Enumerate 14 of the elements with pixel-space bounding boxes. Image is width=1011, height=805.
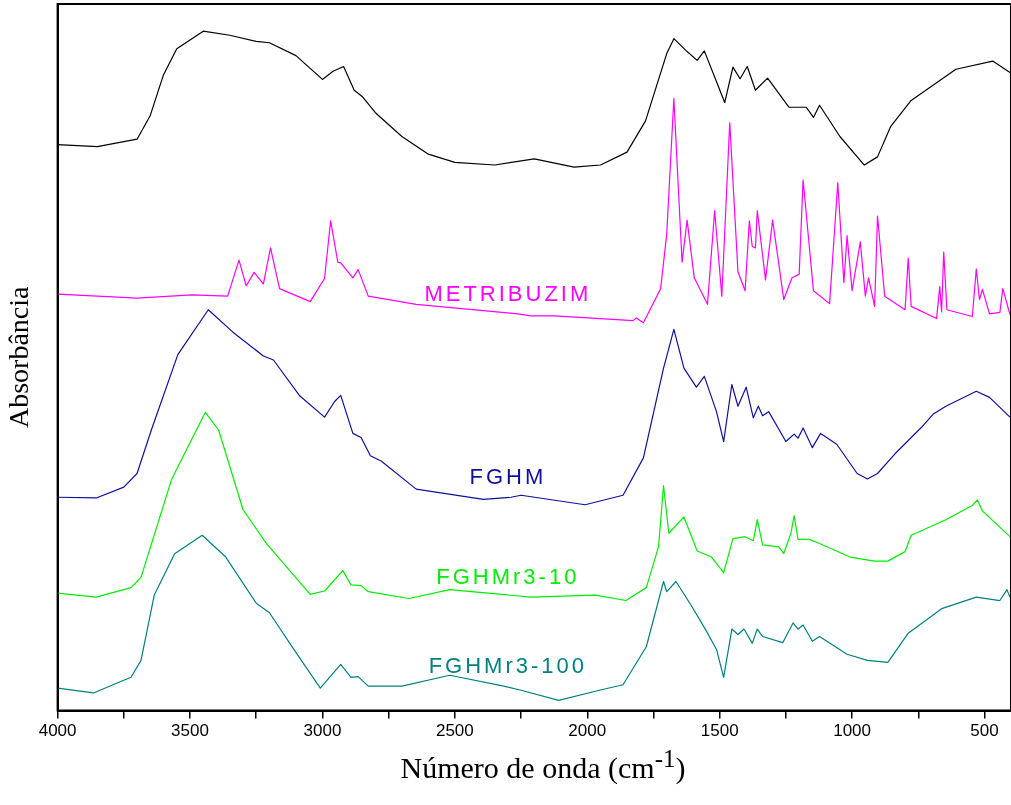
x-tick-label: 4000 bbox=[38, 721, 77, 741]
x-tick-label: 2000 bbox=[568, 721, 607, 741]
series-label: FGHMr3-10 bbox=[436, 564, 580, 590]
x-tick-label: 1000 bbox=[833, 721, 872, 741]
x-axis-title: Número de onda (cm$^{-1}$) bbox=[399, 745, 687, 785]
series-label: METRIBUZIM bbox=[424, 280, 592, 306]
x-tick-label: 1500 bbox=[700, 721, 739, 741]
series-label: FGHM bbox=[469, 464, 547, 490]
x-tick-label: 500 bbox=[970, 721, 999, 741]
series-label: FGHMr3-100 bbox=[428, 653, 587, 679]
y-axis-title: Absorbância bbox=[3, 285, 35, 429]
x-tick-label: 3500 bbox=[171, 721, 209, 741]
x-tick-label: 2500 bbox=[435, 721, 474, 741]
x-tick-label: 3000 bbox=[303, 721, 342, 741]
